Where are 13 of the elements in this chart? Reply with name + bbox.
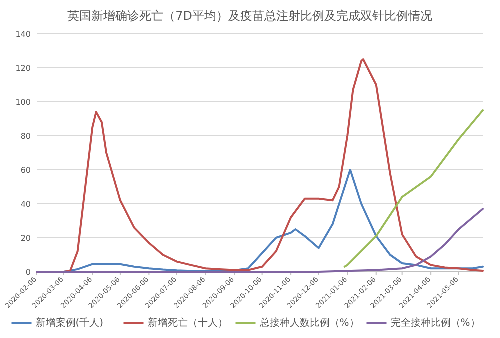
y-tick-label: 0 [26, 268, 31, 277]
legend-label: 完全接种比例（%） [390, 317, 480, 329]
y-tick-label: 80 [20, 132, 31, 141]
chart-title: 英国新增确诊死亡（7D平均）及疫苗总注射比例及完成双针比例情况 [68, 9, 432, 23]
y-tick-label: 120 [16, 64, 31, 73]
y-tick-label: 60 [20, 166, 31, 175]
y-tick-label: 40 [20, 200, 31, 209]
y-tick-label: 100 [16, 98, 31, 107]
legend-label: 新增案例(千人) [36, 317, 104, 329]
legend-label: 新增死亡（十人） [148, 317, 228, 329]
y-tick-label: 20 [20, 234, 31, 243]
legend-label: 总接种人数比例（%） [258, 317, 360, 329]
y-tick-label: 140 [16, 30, 31, 39]
